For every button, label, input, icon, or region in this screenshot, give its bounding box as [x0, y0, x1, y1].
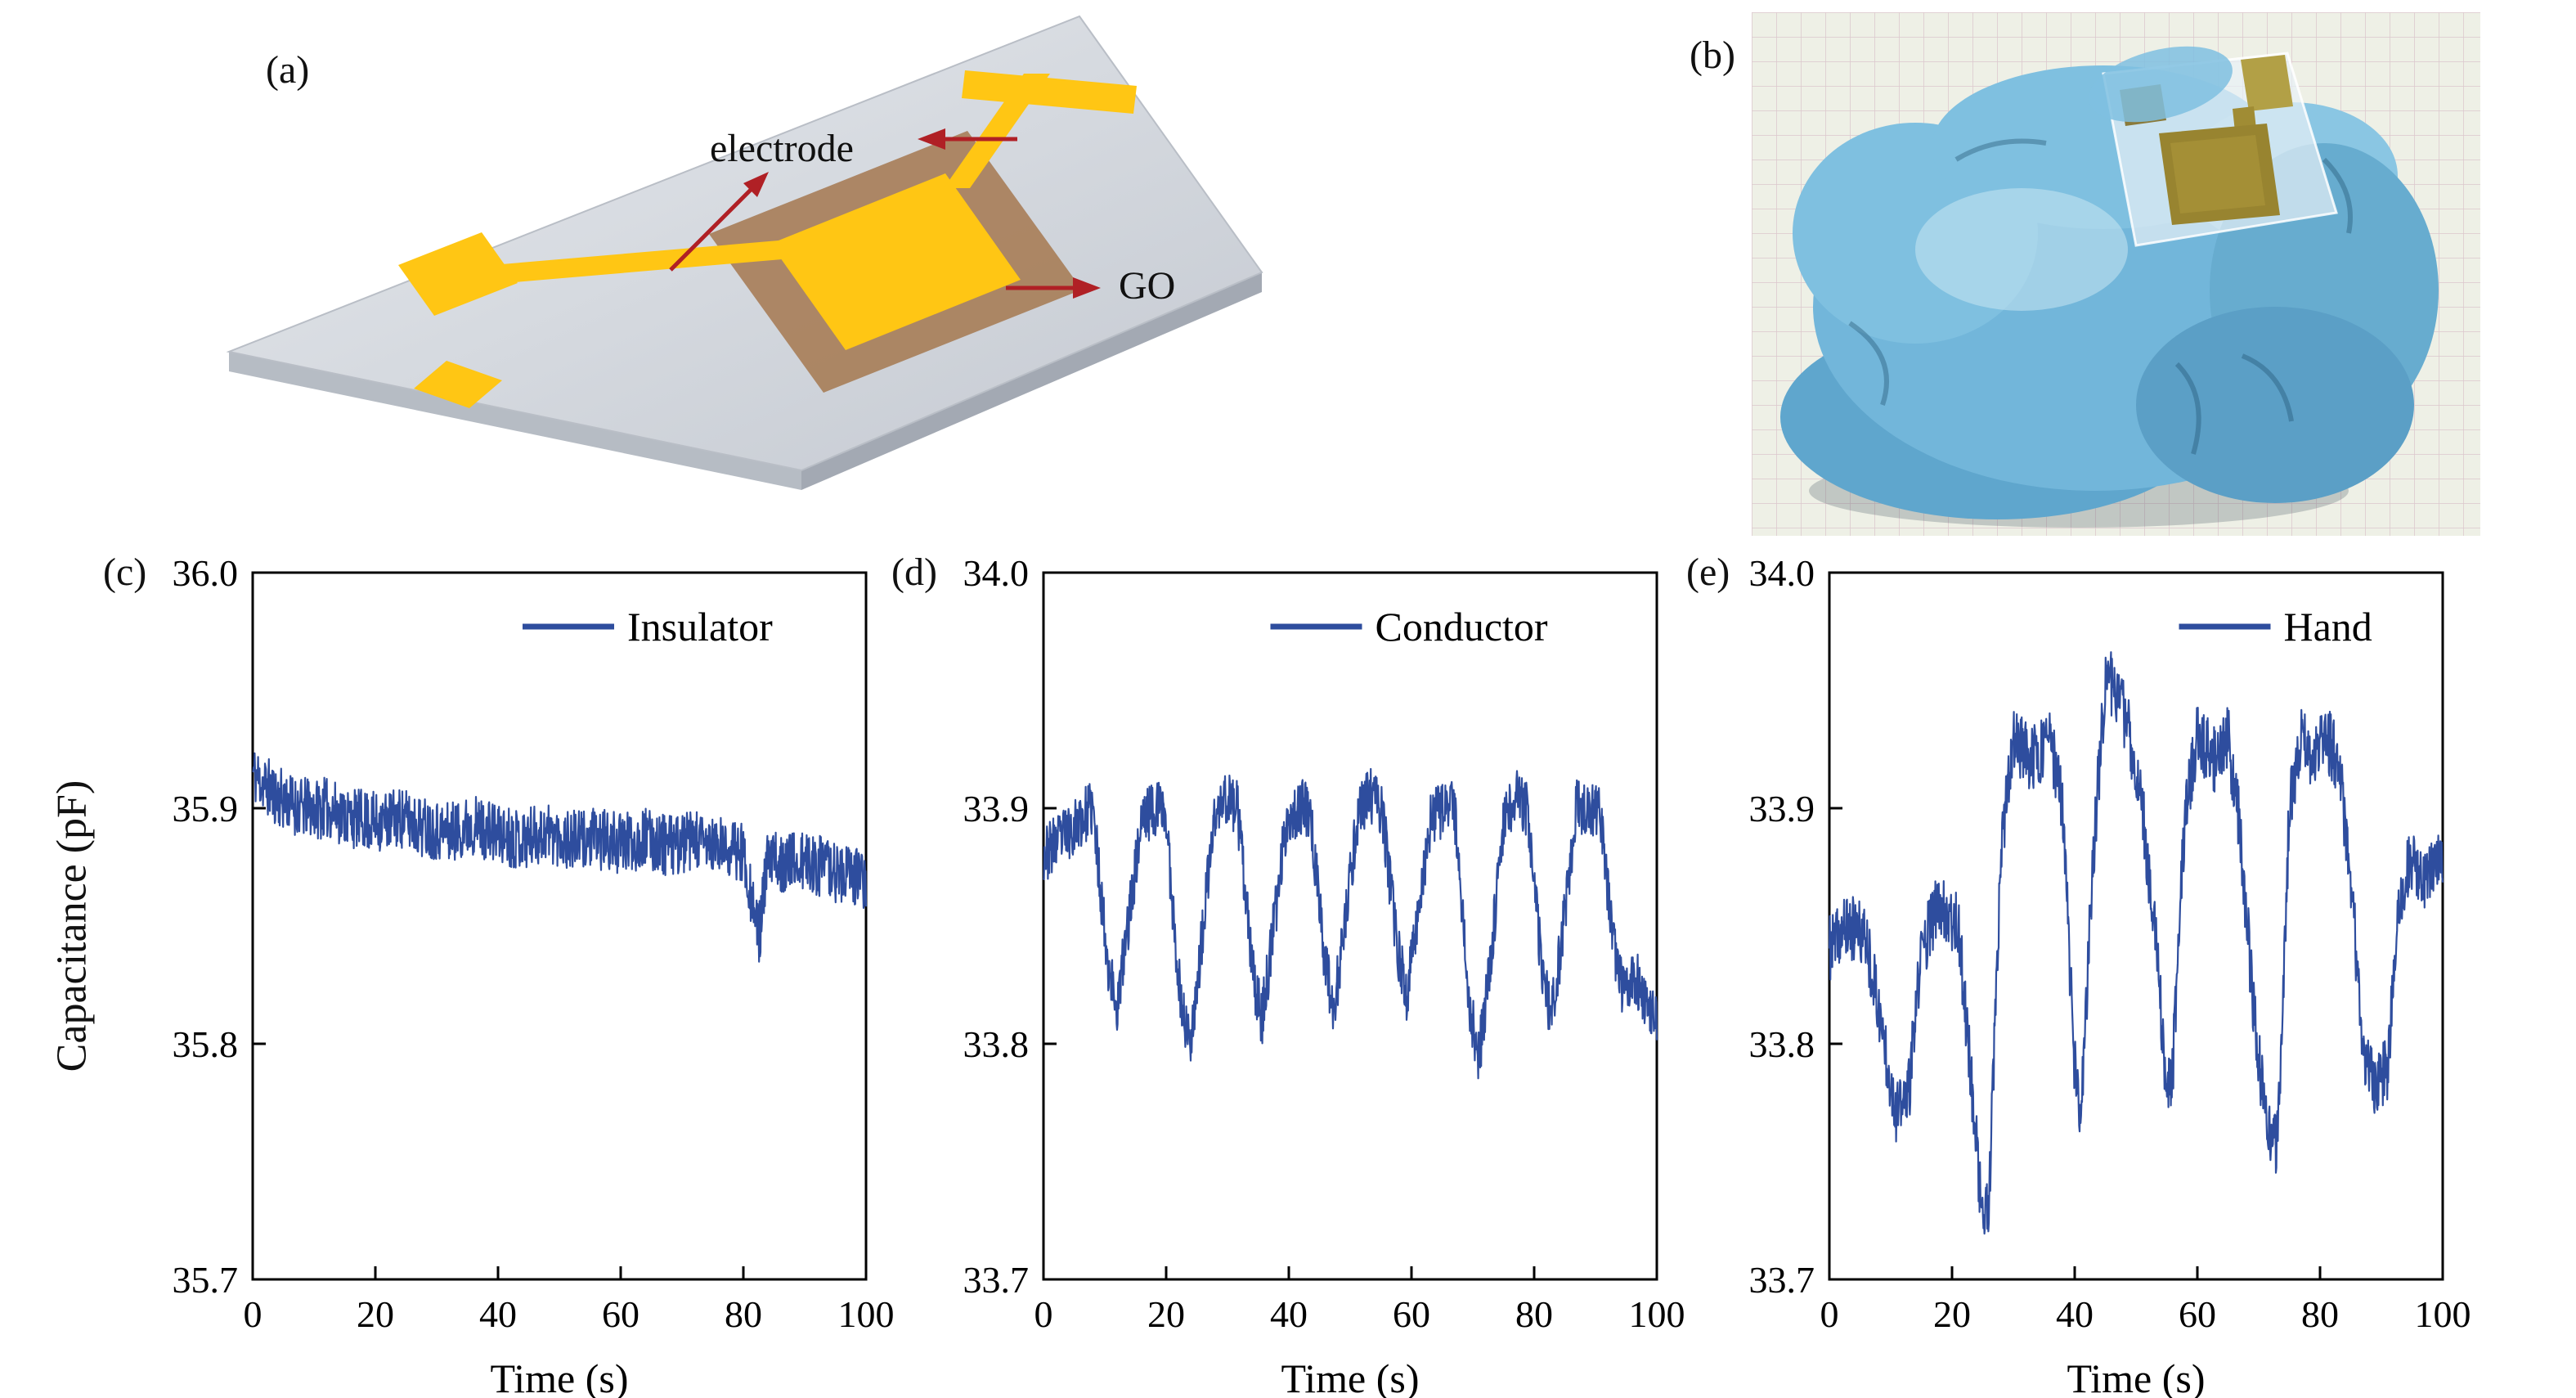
chart-hand: 0 20 40 60 80 100 33.7 33.8 33.9 34.0 Time (s) Hand — [1749, 552, 2471, 1398]
go-electrode-square — [770, 173, 1021, 350]
x-tick-label: 40 — [479, 1293, 517, 1335]
panel-c-label: (c) — [103, 551, 147, 594]
y-tick-label: 33.9 — [963, 788, 1030, 829]
x-tick-label: 80 — [2301, 1293, 2339, 1335]
flexible-sensor-device — [2089, 46, 2338, 247]
x-tick-label: 100 — [1629, 1293, 1685, 1335]
x-tick-label: 0 — [1034, 1293, 1053, 1335]
x-tick-label: 40 — [2056, 1293, 2094, 1335]
axes: 0 20 40 60 80 100 33.7 33.8 33.9 34.0 — [963, 552, 1685, 1335]
x-tick-label: 60 — [602, 1293, 640, 1335]
y-tick-label: 33.9 — [1749, 788, 1815, 829]
nitrile-glove — [1780, 65, 2439, 519]
legend-label: Hand — [2284, 604, 2372, 650]
electrode-bar-top — [962, 70, 1137, 114]
substrate-side-right — [801, 272, 1262, 490]
series-line-c — [252, 752, 868, 963]
legend-label: Insulator — [627, 604, 773, 650]
series-line-d — [1043, 767, 1658, 1080]
x-tick-label: 60 — [1393, 1293, 1430, 1335]
legend: Insulator — [523, 604, 773, 650]
x-tick-label: 20 — [357, 1293, 394, 1335]
y-tick-label: 33.7 — [1749, 1259, 1815, 1301]
x-tick-label: 60 — [2179, 1293, 2216, 1335]
y-tick-label: 35.8 — [173, 1023, 239, 1065]
panel-a-label: (a) — [266, 48, 310, 92]
series-line-e — [1828, 651, 2444, 1235]
y-tick-label: 33.8 — [963, 1023, 1030, 1065]
y-tick-label: 33.7 — [963, 1259, 1030, 1301]
x-tick-label: 0 — [1820, 1293, 1839, 1335]
x-tick-label: 0 — [244, 1293, 263, 1335]
go-label: GO — [1119, 264, 1176, 308]
electrode-label: electrode — [710, 127, 854, 170]
axes: 0 20 40 60 80 100 33.7 33.8 33.9 34.0 — [1749, 552, 2471, 1335]
go-arrow-icon — [1006, 277, 1101, 299]
device-schematic — [226, 15, 1263, 490]
legend-label: Conductor — [1376, 604, 1548, 650]
x-tick-label: 40 — [1270, 1293, 1308, 1335]
y-tick-label: 35.9 — [173, 788, 239, 829]
y-tick-label: 34.0 — [963, 552, 1030, 594]
legend: Hand — [2179, 604, 2372, 650]
y-tick-label: 36.0 — [173, 552, 239, 594]
x-tick-label: 80 — [1515, 1293, 1553, 1335]
x-tick-label: 80 — [725, 1293, 762, 1335]
y-tick-label: 35.7 — [173, 1259, 239, 1301]
chart-conductor: 0 20 40 60 80 100 33.7 33.8 33.9 34.0 Time (s) Cond… — [963, 552, 1685, 1398]
x-tick-label: 20 — [1147, 1293, 1185, 1335]
panel-e-label: (e) — [1686, 551, 1730, 594]
x-tick-label: 20 — [1933, 1293, 1971, 1335]
electrode-arrow-left-icon — [918, 128, 1017, 150]
panel-d-label: (d) — [891, 551, 937, 594]
x-tick-label: 100 — [2415, 1293, 2471, 1335]
electrode-trace-left — [492, 240, 792, 283]
x-axis-title: Time (s) — [2067, 1355, 2205, 1398]
y-tick-label: 34.0 — [1749, 552, 1815, 594]
panel-b-label: (b) — [1690, 34, 1735, 77]
electrode-pad-small — [414, 361, 502, 408]
substrate-side-left — [229, 352, 801, 490]
chart-insulator: 0 20 40 60 80 100 35.7 35.8 35.9 36.0 Time (s) Insu… — [173, 552, 895, 1398]
electrode-arrow-diagonal-icon — [669, 172, 769, 272]
electrode-tab-left — [398, 232, 518, 316]
device-photo — [1752, 12, 2480, 536]
x-tick-label: 100 — [838, 1293, 895, 1335]
y-tick-label: 33.8 — [1749, 1023, 1815, 1065]
x-axis-title: Time (s) — [1281, 1355, 1419, 1398]
axes: 0 20 40 60 80 100 35.7 35.8 35.9 36.0 — [173, 552, 895, 1335]
x-axis-title: Time (s) — [490, 1355, 628, 1398]
legend: Conductor — [1270, 604, 1548, 650]
